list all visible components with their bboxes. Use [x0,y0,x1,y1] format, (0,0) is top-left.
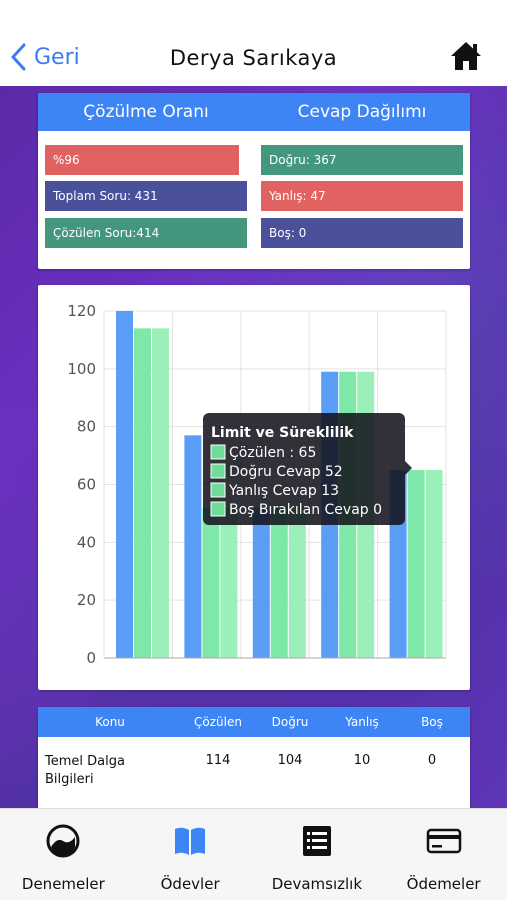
tab-label-denemeler: Denemeler [21,875,105,893]
tooltip-swatch [210,444,226,460]
tab-label-devamsizlik: Devamsızlık [271,875,363,893]
page-title: Derya Sarıkaya [169,46,338,70]
tab-label-odevler: Ödevler [160,875,220,893]
tooltip-title: Limit ve Süreklilik [211,425,354,441]
y-tick-label: 120 [67,302,96,320]
table-row[interactable]: Temel Dalga Bilgileri 114 104 10 0 [38,737,470,807]
header-yanlis: Yanlış [345,715,379,729]
summary-card: Çözülme Oranı Cevap Dağılımı %96 Toplam … [38,93,470,269]
back-label: Geri [34,44,80,70]
header-konu: Konu [95,715,125,729]
tab-odevler[interactable]: Ödevler [127,809,254,900]
tooltip-swatch [210,463,226,479]
book-icon [175,827,206,855]
bar-0-2 [252,507,270,658]
bar-2-4 [425,470,443,658]
bar-chart[interactable]: 0 20 40 60 80 100 120 Limit ve Süreklilik Çözüle… [38,285,470,690]
chevron-left-icon [11,43,26,71]
home-button[interactable] [449,40,483,72]
row-yanlis: 10 [353,753,371,768]
summary-header: Çözülme Oranı Cevap Dağılımı [38,93,470,131]
list-icon [302,826,331,856]
empty-badge: Boş: 0 [261,218,463,248]
row-cozulen: 114 [205,753,231,768]
row-bos: 0 [427,753,437,768]
home-icon [451,42,481,70]
header-bos: Boş [421,715,443,729]
tooltip-line: Çözülen : 65 [229,445,316,461]
tab-odemeler[interactable]: Ödemeler [380,809,507,900]
tooltip-swatch [210,501,226,517]
bar-0-1 [184,435,202,658]
bar-2-2 [288,507,306,658]
tab-denemeler[interactable]: Denemeler [0,809,127,900]
row-dogru: 104 [277,753,303,768]
bar-1-4 [407,470,425,658]
tooltip-swatch [210,482,226,498]
row-konu-line1: Temel Dalga [45,754,125,769]
chart-card: 0 20 40 60 80 100 120 Limit ve Süreklilik Çözüle… [38,285,470,690]
tooltip-line: Doğru Cevap 52 [229,464,343,480]
tooltip-arrow [405,461,412,475]
tab-label-odemeler: Ödemeler [406,875,481,893]
bar-2-0 [152,328,169,658]
tab-devamsizlik[interactable]: Devamsızlık [254,809,381,900]
topic-table: Konu Çözülen Doğru Yanlış Boş Temel Dalg… [38,707,470,817]
bar-0-0 [116,311,133,658]
tab-bar: Denemeler Ödevler Devamsızlık Ödemeler [0,808,507,900]
tooltip-line: Yanlış Cevap 13 [228,483,339,499]
gauge-icon [46,824,80,858]
y-tick-label: 20 [77,591,96,609]
tooltip-line: Boş Bırakılan Cevap 0 [229,502,382,518]
y-tick-label: 80 [77,418,96,436]
row-konu-line2: Bilgileri [45,772,94,787]
y-tick-label: 40 [77,533,96,551]
header-cozulen: Çözülen [194,715,242,729]
y-tick-label: 100 [67,360,96,378]
wrong-badge: Yanlış: 47 [261,181,463,211]
distribution-header: Cevap Dağılımı [297,102,427,122]
table-header: Konu Çözülen Doğru Yanlış Boş [38,707,470,737]
rate-badge: %96 [45,145,239,175]
bar-1-2 [270,507,288,658]
navigation-bar: Geri Derya Sarıkaya [0,0,507,86]
header-dogru: Doğru [271,715,309,729]
row-konu: Temel Dalga Bilgileri [45,753,125,789]
rate-header: Çözülme Oranı [83,102,209,122]
back-button[interactable]: Geri [10,42,80,72]
y-tick-label: 60 [77,476,96,494]
solved-questions-badge: Çözülen Soru:414 [45,218,247,248]
credit-card-icon [426,828,461,854]
bar-2-1 [220,507,238,658]
correct-badge: Doğru: 367 [261,145,463,175]
bar-1-0 [134,328,151,658]
y-tick-label: 0 [86,649,96,667]
tooltip-box [203,413,405,525]
total-questions-badge: Toplam Soru: 431 [45,181,247,211]
bar-1-1 [202,507,220,658]
